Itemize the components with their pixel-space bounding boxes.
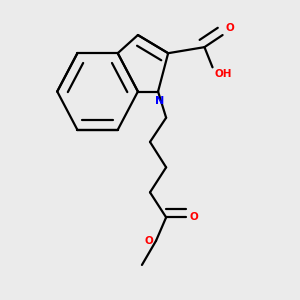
Text: N: N (155, 95, 164, 106)
Text: O: O (190, 212, 198, 222)
Text: O: O (145, 236, 153, 246)
Text: OH: OH (214, 69, 232, 79)
Text: O: O (226, 23, 235, 33)
